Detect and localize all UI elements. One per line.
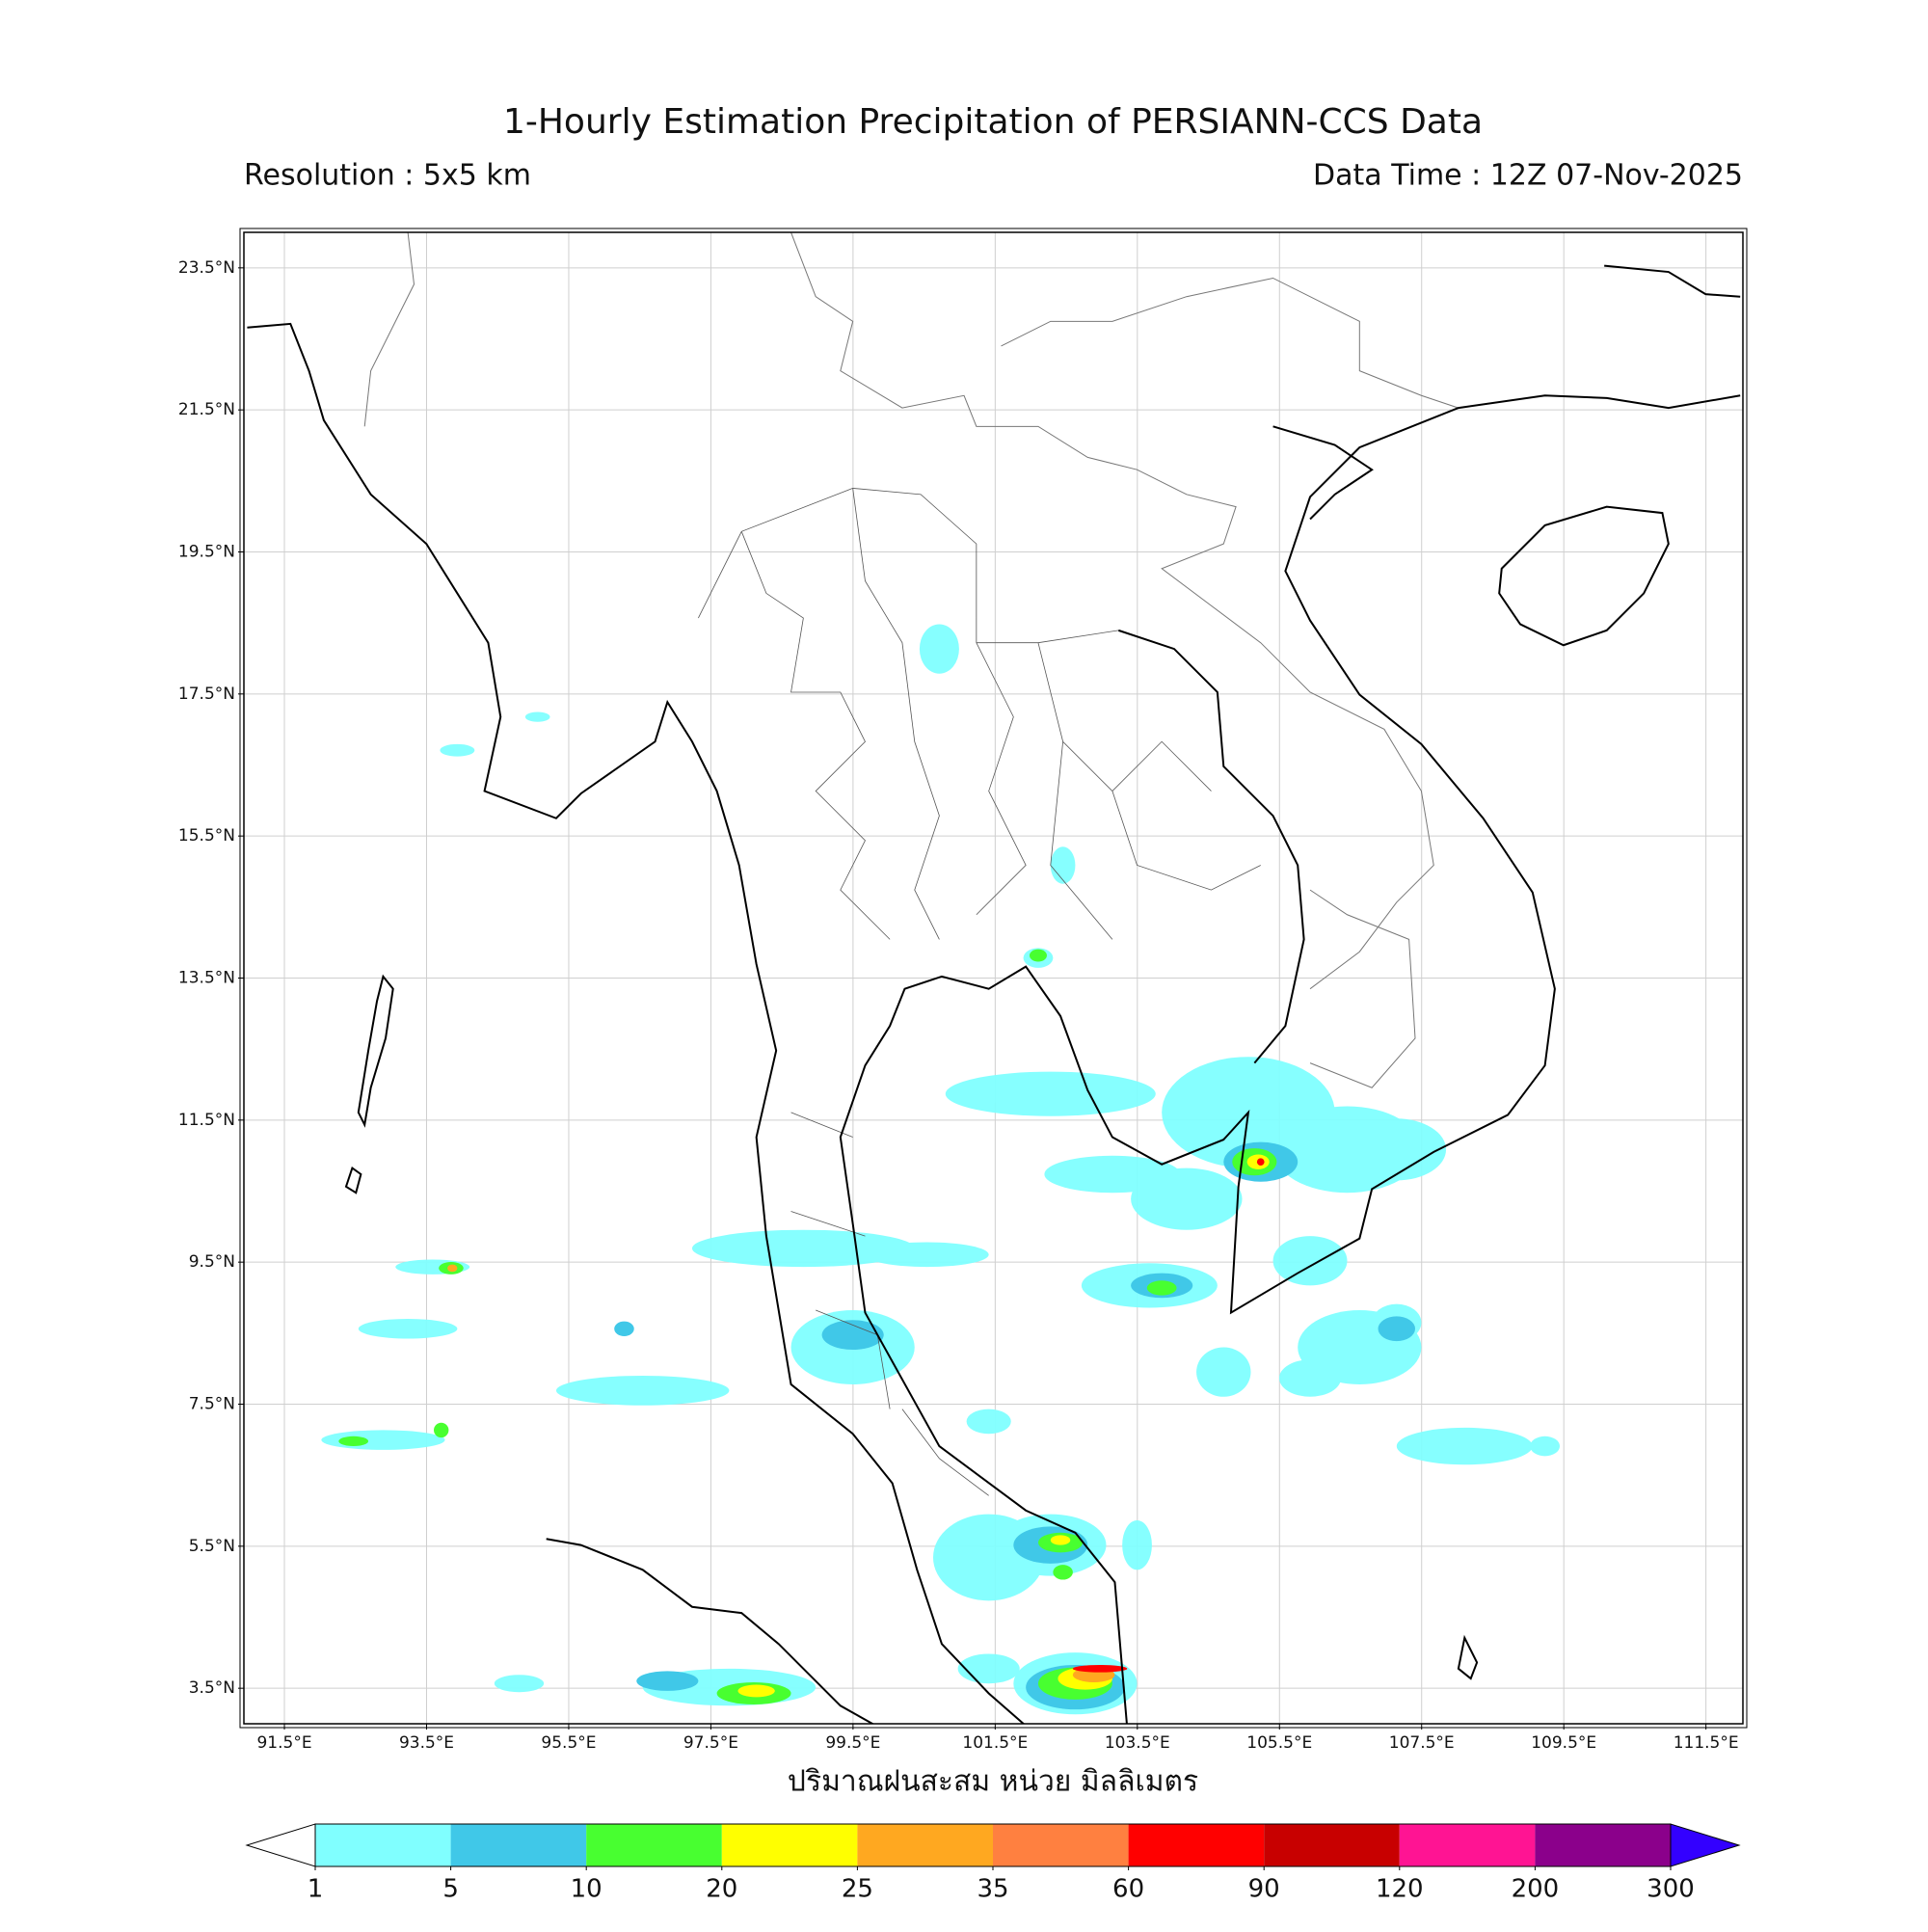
colorbar-tick-label: 35 <box>977 1875 1008 1904</box>
y-tick-label: 21.5°N <box>178 400 235 419</box>
x-tick-label: 101.5°E <box>962 1733 1028 1753</box>
colorbar-segment <box>1264 1824 1400 1866</box>
colorbar-segment <box>721 1824 858 1866</box>
precipitation <box>321 624 1561 1715</box>
colorbar-tick-label: 20 <box>706 1875 737 1904</box>
colorbar-tick-label: 5 <box>442 1875 459 1904</box>
colorbar-segment <box>450 1824 587 1866</box>
resolution: Resolution : 5x5 km <box>244 159 531 193</box>
map-area <box>247 232 1740 1728</box>
data-time: Data Time : 12Z 07-Nov-2025 <box>1313 159 1743 193</box>
y-tick-label: 11.5°N <box>178 1111 235 1130</box>
y-tick-label: 17.5°N <box>178 684 235 704</box>
y-tick-label: 9.5°N <box>189 1252 235 1272</box>
x-tick-label: 97.5°E <box>683 1733 738 1753</box>
colorbar-tick-label: 10 <box>571 1875 602 1904</box>
x-tick-label: 93.5°E <box>399 1733 454 1753</box>
x-tick-label: 95.5°E <box>541 1733 596 1753</box>
colorbar-segment <box>993 1824 1129 1866</box>
y-tick-label: 7.5°N <box>189 1395 235 1414</box>
colorbar-tick-label: 90 <box>1248 1875 1280 1904</box>
colorbar-label: ปริมาณฝนสะสม หน่วย มิลลิเมตร <box>788 1765 1198 1799</box>
y-tick-label: 5.5°N <box>189 1537 235 1556</box>
colorbar-segment <box>1535 1824 1671 1866</box>
colorbar-over <box>1670 1823 1741 1867</box>
colorbar-tick-label: 120 <box>1376 1875 1424 1904</box>
colorbar-segment <box>1399 1824 1536 1866</box>
colorbar-segment <box>857 1824 993 1866</box>
y-tick-label: 13.5°N <box>178 969 235 988</box>
grid <box>244 232 1743 1724</box>
y-tick-label: 19.5°N <box>178 543 235 562</box>
boundaries <box>247 232 1740 1728</box>
x-tick-label: 111.5°E <box>1674 1733 1739 1753</box>
y-tick-label: 23.5°N <box>178 258 235 278</box>
y-tick-label: 3.5°N <box>189 1678 235 1698</box>
colorbar-under <box>245 1823 316 1867</box>
colorbar-tick-label: 60 <box>1112 1875 1144 1904</box>
colorbar-segment <box>315 1824 451 1866</box>
x-tick-label: 107.5°E <box>1389 1733 1455 1753</box>
x-tick-label: 105.5°E <box>1246 1733 1312 1753</box>
colorbar-segment <box>1128 1824 1265 1866</box>
x-tick-label: 91.5°E <box>256 1733 311 1753</box>
colorbar: 1 5 10 20 25 35 60 90 120 200 300 <box>245 1823 1741 1904</box>
y-tick-label: 15.5°N <box>178 826 235 845</box>
colorbar-tick-label: 1 <box>308 1875 324 1904</box>
x-tick-label: 99.5°E <box>825 1733 880 1753</box>
colorbar-tick-label: 300 <box>1647 1875 1695 1904</box>
x-tick-label: 103.5°E <box>1105 1733 1170 1753</box>
colorbar-tick-label: 200 <box>1512 1875 1560 1904</box>
x-tick-label: 109.5°E <box>1531 1733 1596 1753</box>
colorbar-tick-label: 25 <box>842 1875 873 1904</box>
colorbar-segment <box>586 1824 722 1866</box>
map-title: 1-Hourly Estimation Precipitation of PER… <box>503 102 1483 142</box>
